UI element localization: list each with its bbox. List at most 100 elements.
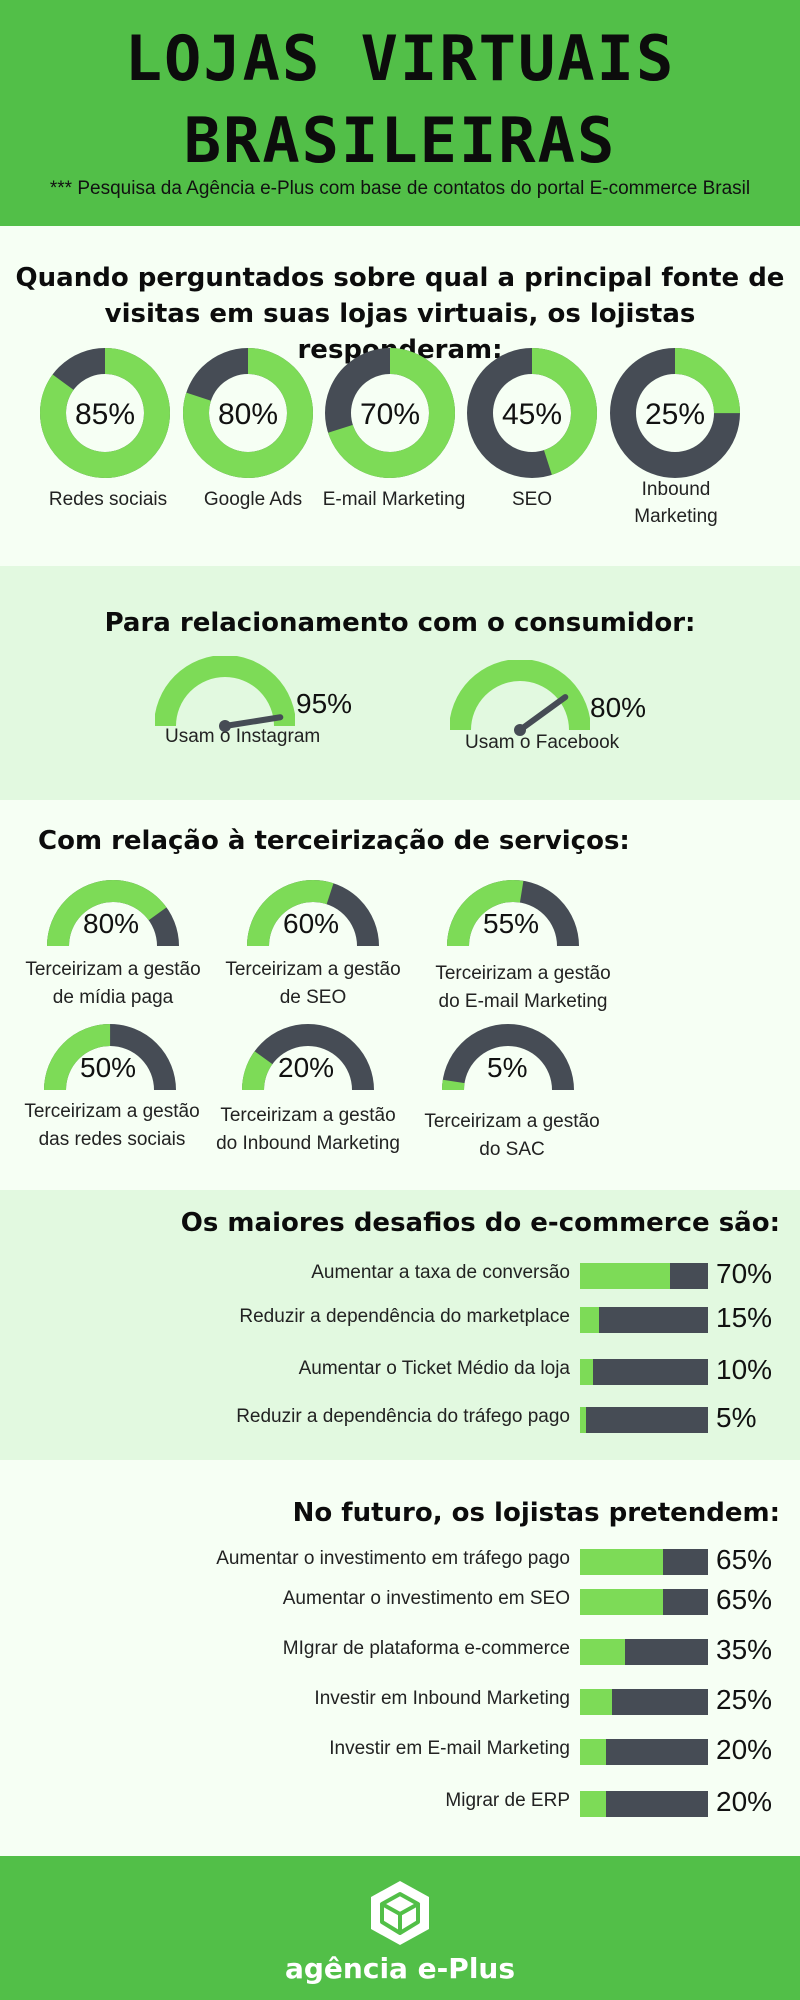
bar-pct: 15% [716, 1302, 773, 1333]
bar-track [580, 1549, 708, 1575]
label-line-1: Terceirizam a gestão [24, 1101, 200, 1122]
bar-label: Migrar de ERP [445, 1790, 570, 1811]
title-line-1: LOJAS VIRTUAIS [124, 22, 676, 95]
future-plans-section: No futuro, os lojistas pretendem: Aument… [0, 1460, 800, 1856]
label-line-2: Marketing [634, 506, 718, 527]
gauge-label-instagram: Usam o Instagram [165, 726, 321, 747]
label-line-1: Terceirizam a gestão [225, 959, 401, 980]
donut-label-inbound-marketing: Inbound Marketing [601, 476, 751, 530]
semi-pct-inbound-marketing: 20% [278, 1052, 335, 1083]
semi-pct-midia-paga: 80% [83, 908, 140, 939]
bar-row-investimento-seo: Aumentar o investimento em SEO 65% [0, 1584, 800, 1616]
bar-track [580, 1739, 708, 1765]
bar-label: Investir em Inbound Marketing [314, 1688, 570, 1709]
semi-gauge-redes-sociais [44, 1024, 176, 1091]
bar-fill [580, 1407, 587, 1433]
logo-text: agência e-Plus [284, 1952, 516, 1985]
heading-line-1: Quando perguntados sobre qual a principa… [15, 263, 785, 293]
semi-label-inbound-marketing: Terceirizam a gestão do Inbound Marketin… [198, 1102, 418, 1158]
traffic-sources-section: Quando perguntados sobre qual a principa… [0, 226, 800, 566]
label-line-2: das redes sociais [38, 1129, 186, 1150]
relationship-heading: Para relacionamento com o consumidor: [104, 608, 696, 638]
bar-label: Aumentar o investimento em tráfego pago [216, 1548, 570, 1569]
bar-pct: 20% [716, 1786, 773, 1817]
bar-label: Reduzir a dependência do tráfego pago [236, 1406, 570, 1427]
donut-label-email-marketing: E-mail Marketing [322, 489, 466, 510]
bar-track [580, 1359, 708, 1385]
footer: agência e-Plus [0, 1856, 800, 2000]
bar-fill [580, 1689, 612, 1715]
bar-label: Aumentar o investimento em SEO [282, 1588, 570, 1609]
bar-row-erp: Migrar de ERP 20% [0, 1786, 800, 1818]
donut-label-seo: SEO [511, 489, 553, 510]
semi-pct-seo: 60% [283, 908, 340, 939]
donut-inbound-marketing: 25% [610, 348, 740, 478]
bar-row-ticket-medio: Aumentar o Ticket Médio da loja 10% [0, 1354, 800, 1386]
bar-fill [580, 1549, 664, 1575]
bar-label: Aumentar a taxa de conversão [311, 1262, 570, 1283]
semi-gauge-sac [442, 1024, 574, 1091]
bar-pct: 35% [716, 1634, 773, 1665]
relationship-section: Para relacionamento com o consumidor: 95… [0, 566, 800, 800]
bar-track [580, 1589, 708, 1615]
bar-label: Investir em E-mail Marketing [329, 1738, 570, 1759]
bar-fill [580, 1307, 600, 1333]
semi-gauge-seo [247, 880, 379, 947]
bar-fill [580, 1263, 670, 1289]
label-line-1: Terceirizam a gestão [220, 1105, 396, 1126]
bar-track [580, 1307, 708, 1333]
donut-redes-sociais: 85% [40, 348, 170, 478]
donut-google-ads: 80% [183, 348, 313, 478]
bar-label: MIgrar de plataforma e-commerce [282, 1638, 570, 1659]
label-line-1: Terceirizam a gestão [25, 959, 201, 980]
bar-pct: 20% [716, 1734, 773, 1765]
bar-track [580, 1639, 708, 1665]
bar-row-marketplace: Reduzir a dependência do marketplace 15% [0, 1302, 800, 1334]
bar-pct: 5% [716, 1402, 757, 1433]
bar-fill [580, 1739, 606, 1765]
bar-track [580, 1263, 708, 1289]
bar-fill [580, 1791, 606, 1817]
semi-label-email-marketing: Terceirizam a gestão do E-mail Marketing [413, 960, 633, 1016]
gauge-label-facebook: Usam o Facebook [465, 732, 620, 753]
cube-hexagon-icon [371, 1881, 429, 1945]
traffic-sources-heading: Quando perguntados sobre qual a principa… [0, 260, 800, 368]
label-line-1: Terceirizam a gestão [424, 1111, 600, 1132]
semi-label-midia-paga: Terceirizam a gestão de mídia paga [13, 956, 213, 1012]
bar-label: Reduzir a dependência do marketplace [239, 1306, 570, 1327]
label-line-2: de mídia paga [52, 987, 174, 1008]
bar-fill [580, 1589, 664, 1615]
semi-gauge-inbound-marketing [242, 1024, 374, 1091]
gauge-instagram [155, 656, 295, 732]
label-line-2: do E-mail Marketing [438, 991, 608, 1012]
bar-row-taxa-conversao: Aumentar a taxa de conversão 70% [0, 1258, 800, 1290]
label-line-1: Terceirizam a gestão [435, 963, 611, 984]
semi-gauge-midia-paga [47, 880, 179, 947]
bar-pct: 65% [716, 1544, 773, 1575]
semi-pct-sac: 5% [487, 1052, 528, 1083]
future-heading: No futuro, os lojistas pretendem: [292, 1498, 780, 1528]
gauge-facebook [450, 660, 590, 736]
heading-line-2: visitas em suas lojas virtuais, os lojis… [104, 299, 696, 365]
bar-row-trafego-pago: Reduzir a dependência do tráfego pago 5% [0, 1402, 800, 1434]
donut-seo: 45% [467, 348, 597, 478]
gauge-pct-facebook: 80% [590, 692, 647, 723]
bar-label: Aumentar o Ticket Médio da loja [298, 1358, 570, 1379]
bar-row-inbound: Investir em Inbound Marketing 25% [0, 1684, 800, 1716]
bar-pct: 10% [716, 1354, 773, 1385]
bar-row-investimento-trafego: Aumentar o investimento em tráfego pago … [0, 1544, 800, 1576]
bar-track [580, 1791, 708, 1817]
semi-label-sac: Terceirizam a gestão do SAC [412, 1108, 612, 1164]
challenges-section: Os maiores desafios do e-commerce são: A… [0, 1190, 800, 1460]
semi-label-redes-sociais: Terceirizam a gestão das redes sociais [12, 1098, 212, 1154]
donut-pct: 45% [502, 398, 562, 431]
gauge-pct-instagram: 95% [296, 688, 353, 719]
donut-pct: 25% [645, 398, 705, 431]
label-line-2: do SAC [479, 1139, 545, 1160]
bar-track [580, 1689, 708, 1715]
donut-pct: 70% [360, 398, 420, 431]
bar-track [580, 1407, 708, 1433]
bar-row-migrar-plataforma: MIgrar de plataforma e-commerce 35% [0, 1634, 800, 1666]
header: LOJAS VIRTUAIS BRASILEIRAS *** Pesquisa … [0, 0, 800, 226]
donut-label-google-ads: Google Ads [203, 489, 303, 510]
